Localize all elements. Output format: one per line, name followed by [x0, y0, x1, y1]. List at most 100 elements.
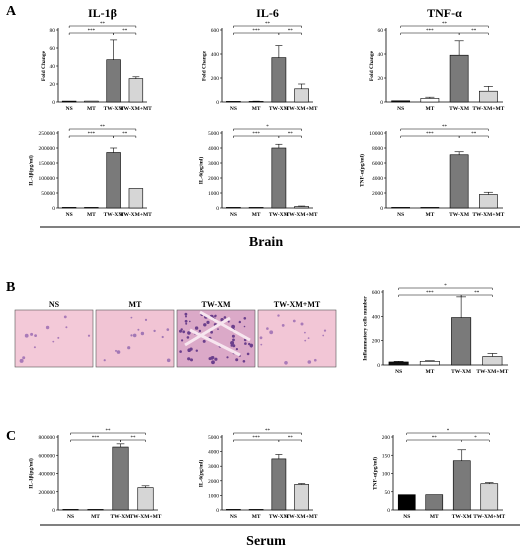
histology-twxm-mt: TW-XM+MT	[257, 300, 337, 368]
nucleus-dot	[87, 334, 91, 337]
y-tick-label: 0	[387, 508, 390, 514]
category-label: NS	[230, 212, 237, 218]
y-tick-label: 40	[50, 64, 56, 70]
nucleus-dot	[144, 318, 148, 321]
nucleus-dot	[187, 357, 191, 361]
bar-mt	[84, 207, 99, 209]
y-tick-label: 600000	[39, 453, 56, 459]
y-tick-label: 600	[372, 290, 381, 296]
nucleus-dot	[243, 317, 247, 320]
nucleus-dot	[232, 344, 236, 348]
category-label: MT	[425, 369, 434, 375]
bar-ns	[61, 100, 77, 103]
significance-label: **	[474, 291, 480, 296]
category-label: NS	[403, 514, 410, 520]
bar-tw-xm	[271, 57, 287, 103]
nucleus-dot	[307, 337, 310, 339]
nucleus-dot	[231, 334, 235, 338]
histology-mt: MT	[95, 300, 175, 368]
significance-label: *	[447, 429, 450, 434]
bar-ns	[226, 207, 241, 209]
category-label: TW-XM	[452, 514, 473, 520]
significance-label: **	[432, 436, 438, 441]
nucleus-dot	[260, 343, 263, 346]
significance-label: **	[288, 29, 294, 34]
significance-label: **	[100, 125, 106, 130]
nucleus-dot	[132, 333, 137, 338]
nucleus-dot	[269, 330, 274, 335]
nucleus-dot	[24, 333, 29, 338]
y-tick-label: 60	[50, 46, 56, 52]
nucleus-dot	[116, 350, 121, 354]
tissue-fiber	[199, 310, 251, 342]
significance-label: ***	[426, 132, 434, 137]
bar-ns	[62, 509, 79, 511]
histology-label-twxm: TW-XM	[201, 300, 230, 309]
y-tick-label: 0	[216, 100, 219, 106]
bar-tw-xm-mt	[128, 188, 144, 209]
category-label: TW-XM+MT	[130, 514, 162, 520]
category-label: NS	[230, 514, 237, 520]
significance-bracket	[68, 25, 137, 28]
nucleus-dot	[322, 334, 325, 337]
nucleus-dot	[65, 326, 68, 329]
category-label: TW-XM+MT	[472, 212, 504, 218]
y-tick-label: 3000	[208, 464, 219, 470]
y-axis-label: Fold Change	[41, 50, 47, 81]
y-tick-label: 4000	[208, 450, 219, 456]
significance-label: ***	[92, 436, 100, 441]
significance-label: **	[106, 429, 112, 434]
chart-title: TNF-α	[427, 6, 462, 20]
bar-tw-xm-mt	[294, 88, 309, 103]
significance-label: ***	[252, 436, 260, 441]
significance-bracket	[233, 432, 302, 435]
y-tick-label: 1000	[208, 493, 219, 499]
significance-bracket	[70, 432, 146, 435]
bar-ns	[226, 101, 241, 103]
y-tick-label: 100000	[39, 176, 56, 182]
y-axis-label: IL-1β(pg/ml)	[27, 458, 34, 489]
bar-tw-xm-mt	[137, 487, 154, 511]
chart-a-il6-pg: 0 1000 2000 3000 4000 5000 IL-6(pg/ml) NS MT TW-X…	[198, 125, 318, 218]
nucleus-dot	[166, 358, 171, 363]
nucleus-dot	[206, 320, 210, 324]
significance-label: ***	[426, 291, 434, 296]
category-label: TW-XM+MT	[286, 106, 318, 112]
nucleus-dot	[130, 334, 133, 337]
significance-bracket	[400, 25, 489, 28]
significance-bracket	[113, 135, 137, 138]
y-tick-label: 600	[211, 28, 220, 34]
significance-label: ***	[252, 29, 260, 34]
bar-mt	[425, 494, 444, 511]
histology-label-twxm-mt: TW-XM+MT	[274, 300, 321, 309]
category-label: MT	[252, 212, 261, 218]
bar-tw-xm	[449, 154, 469, 209]
chart-a-tnfa-pg: 0 2000 4000 6000 8000 10000 TNF-α(pg/ml) NS MT TW…	[359, 125, 505, 218]
bar-mt	[420, 207, 440, 209]
significance-bracket	[460, 294, 493, 297]
category-label: TW-XM	[449, 106, 470, 112]
category-label: TW-XM	[269, 514, 290, 520]
bar-ns	[391, 100, 410, 103]
nucleus-dot	[184, 319, 188, 323]
bar-mt	[87, 509, 104, 511]
nucleus-dot	[179, 350, 182, 353]
bar-ns	[226, 509, 241, 511]
significance-label: ***	[88, 132, 96, 137]
nucleus-dot	[130, 316, 133, 319]
significance-bracket	[68, 128, 137, 131]
nucleus-dot	[22, 356, 26, 360]
bar-tw-xm	[449, 54, 469, 103]
significance-bracket	[120, 439, 146, 442]
category-label: MT	[87, 212, 96, 218]
category-label: MT	[87, 106, 96, 112]
bar-tw-xm	[106, 152, 121, 209]
y-axis-label: TNF-α(pg/ml)	[359, 154, 366, 187]
category-label: MT	[430, 514, 439, 520]
category-label: NS	[230, 106, 237, 112]
nucleus-dot	[300, 322, 304, 326]
category-label: TW-XM	[451, 369, 472, 375]
nucleus-dot	[238, 320, 241, 324]
histology-image-mt	[95, 309, 175, 368]
y-tick-label: 5000	[208, 131, 219, 137]
